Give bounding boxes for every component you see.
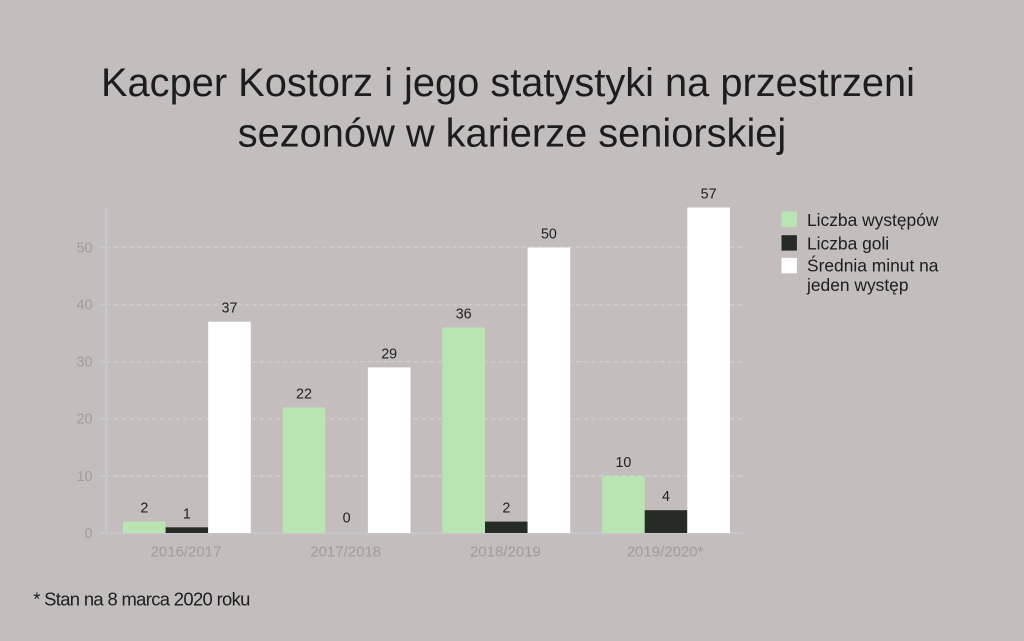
svg-text:40: 40 xyxy=(77,298,93,314)
svg-text:jeden występ: jeden występ xyxy=(806,275,909,295)
svg-text:36: 36 xyxy=(456,306,472,322)
svg-text:4: 4 xyxy=(662,489,670,505)
svg-text:2: 2 xyxy=(502,501,510,517)
svg-text:2: 2 xyxy=(140,501,148,517)
svg-text:Liczba goli: Liczba goli xyxy=(807,233,889,253)
svg-text:10: 10 xyxy=(77,469,93,485)
svg-text:10: 10 xyxy=(615,455,631,471)
svg-text:50: 50 xyxy=(77,240,93,256)
svg-text:1: 1 xyxy=(183,506,191,522)
svg-text:2017/2018: 2017/2018 xyxy=(310,544,381,561)
svg-text:57: 57 xyxy=(701,187,717,203)
svg-text:50: 50 xyxy=(541,227,557,243)
svg-text:0: 0 xyxy=(85,526,93,542)
svg-text:Liczba występów: Liczba występów xyxy=(807,210,939,230)
svg-text:20: 20 xyxy=(77,412,93,428)
svg-text:37: 37 xyxy=(222,301,238,317)
svg-text:2019/2020*: 2019/2020* xyxy=(627,544,704,561)
svg-text:29: 29 xyxy=(381,346,397,362)
svg-text:Kacper Kostorz i jego statysty: Kacper Kostorz i jego statystyki na prze… xyxy=(101,61,915,105)
svg-text:2016/2017: 2016/2017 xyxy=(151,544,222,561)
svg-text:22: 22 xyxy=(296,386,312,402)
svg-text:30: 30 xyxy=(77,355,93,371)
svg-text:2018/2019: 2018/2019 xyxy=(470,544,541,561)
svg-text:Średnia minut na: Średnia minut na xyxy=(807,255,939,275)
svg-text:0: 0 xyxy=(343,511,351,527)
svg-text:* Stan na 8 marca 2020 roku: * Stan na 8 marca 2020 roku xyxy=(33,589,250,610)
svg-text:sezonów w karierze seniorskiej: sezonów w karierze seniorskiej xyxy=(238,111,787,155)
